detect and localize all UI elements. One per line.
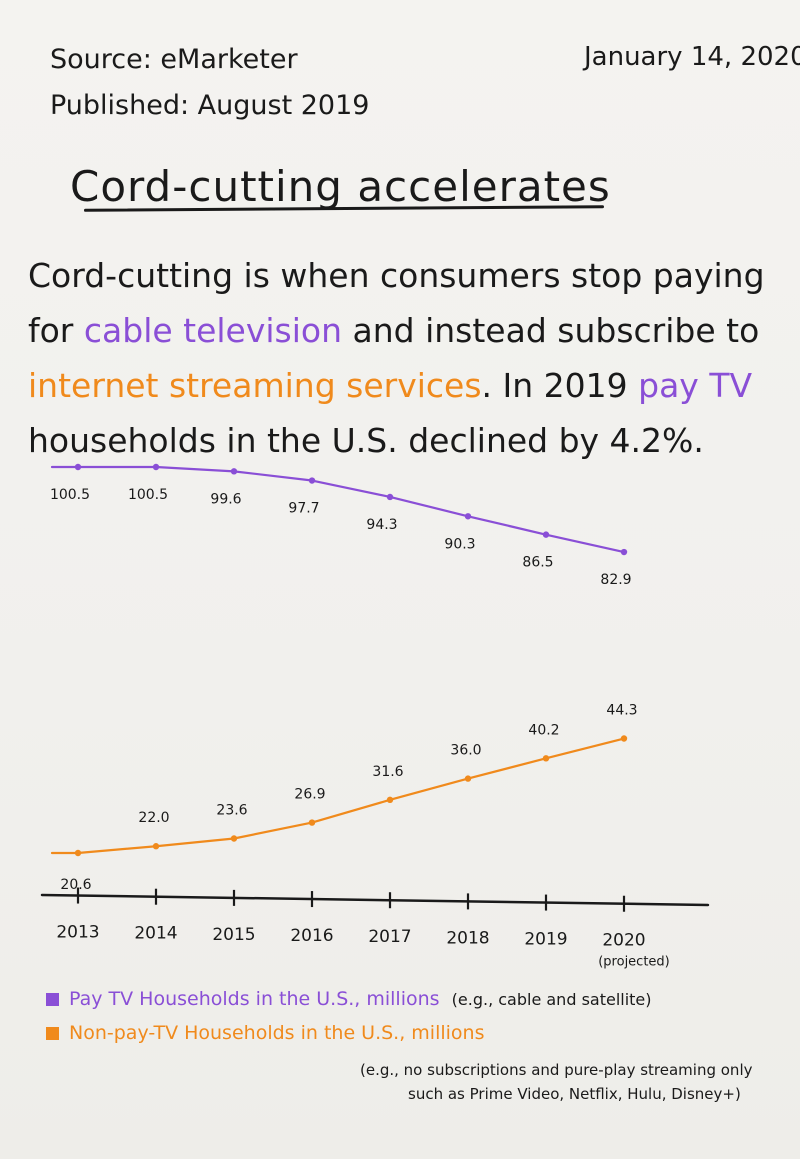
- legend-label-non-pay-tv: Non-pay-TV Households in the U.S., milli…: [69, 1022, 485, 1044]
- streaming-services-highlight: internet streaming services: [28, 366, 482, 405]
- data-label-pay-tv-2016: 97.7: [288, 501, 319, 517]
- series-layer: 100.5 100.5 99.6 97.7 94.3 90.3 86.5 82.9 20.6 22…: [50, 463, 638, 893]
- data-point-pay-tv-2016: [308, 477, 316, 484]
- x-axis: 2013 2014 2015 2016 2017 2018 2019 2020 (project…: [40, 887, 710, 970]
- footnote-line-2: such as Prime Video, Netflix, Hulu, Disn…: [408, 1085, 741, 1103]
- line-chart: 100.5 100.5 99.6 97.7 94.3 90.3 86.5 82.9 20.6 22…: [40, 463, 710, 970]
- data-point-pay-tv-2017: [386, 493, 394, 501]
- legend-swatch-non-pay-tv: [46, 1027, 59, 1040]
- data-label-non-pay-tv-2015: 23.6: [216, 803, 247, 819]
- intro-line-2: for cable television and instead subscri…: [28, 303, 788, 358]
- x-axis-line: [40, 893, 710, 907]
- data-point-pay-tv-2018: [464, 513, 472, 520]
- data-label-non-pay-tv-2019: 40.2: [528, 722, 559, 738]
- data-label-non-pay-tv-2014: 22.0: [138, 810, 169, 826]
- footnote: (e.g., no subscriptions and pure-play st…: [360, 1058, 752, 1106]
- data-label-non-pay-tv-2013: 20.6: [60, 877, 91, 893]
- intro-line-3-mid: . In 2019: [481, 366, 639, 405]
- data-point-non-pay-tv-2016: [308, 819, 316, 826]
- x-tick-label-2013: 2013: [56, 923, 99, 943]
- data-point-non-pay-tv-2018: [464, 775, 472, 782]
- legend-entry-pay-tv: Pay TV Households in the U.S., millions …: [46, 988, 652, 1010]
- data-label-non-pay-tv-2017: 31.6: [372, 764, 403, 780]
- data-point-pay-tv-2014: [152, 463, 160, 471]
- page-title: Cord-cutting accelerates: [70, 162, 611, 211]
- data-label-pay-tv-2020: 82.9: [600, 572, 631, 588]
- series-line-pay-tv: [50, 465, 626, 554]
- data-label-pay-tv-2015: 99.6: [210, 491, 241, 507]
- legend-swatch-pay-tv: [46, 993, 59, 1006]
- intro-line-3: internet streaming services. In 2019 pay…: [28, 358, 788, 413]
- data-point-pay-tv-2013: [74, 463, 82, 471]
- x-tick-label-2020: 2020: [602, 931, 645, 951]
- series-line-non-pay-tv: [50, 737, 626, 855]
- source-text: Source: eMarketer: [50, 44, 298, 75]
- legend-entry-non-pay-tv: Non-pay-TV Households in the U.S., milli…: [46, 1022, 485, 1044]
- data-point-non-pay-tv-2020: [620, 735, 628, 742]
- intro-paragraph: Cord-cutting is when consumers stop payi…: [28, 248, 788, 468]
- footnote-line-1: (e.g., no subscriptions and pure-play st…: [360, 1061, 753, 1079]
- x-tick-label-2015: 2015: [212, 925, 255, 945]
- intro-line-2-start: for: [28, 311, 84, 350]
- data-label-non-pay-tv-2016: 26.9: [294, 787, 325, 803]
- intro-line-1-text: Cord-cutting is when consumers stop payi…: [28, 256, 765, 295]
- x-tick-label-2019: 2019: [524, 930, 567, 950]
- data-label-non-pay-tv-2020: 44.3: [606, 703, 637, 719]
- data-point-non-pay-tv-2014: [152, 843, 160, 850]
- x-tick-label-2014: 2014: [134, 924, 177, 944]
- intro-line-4-text: households in the U.S. declined by 4.2%.: [28, 421, 704, 460]
- data-point-non-pay-tv-2017: [386, 796, 394, 804]
- cable-television-highlight: cable television: [83, 311, 343, 350]
- data-label-pay-tv-2018: 90.3: [444, 536, 475, 552]
- pay-tv-highlight: pay TV: [638, 366, 753, 405]
- data-point-non-pay-tv-2015: [230, 835, 238, 842]
- data-point-non-pay-tv-2013: [74, 849, 82, 857]
- x-tick-label-2018: 2018: [446, 928, 489, 948]
- intro-line-1: Cord-cutting is when consumers stop payi…: [28, 248, 788, 303]
- intro-line-2-end: and instead subscribe to: [342, 311, 760, 350]
- legend-note-pay-tv: (e.g., cable and satellite): [451, 990, 652, 1009]
- data-label-pay-tv-2013: 100.5: [50, 487, 90, 503]
- x-tick-note-2020: (projected): [598, 955, 670, 970]
- data-label-pay-tv-2017: 94.3: [366, 517, 397, 533]
- date-text: January 14, 2020: [584, 42, 800, 72]
- data-point-pay-tv-2020: [620, 548, 628, 556]
- x-tick-label-2016: 2016: [290, 926, 333, 946]
- data-point-non-pay-tv-2019: [542, 755, 550, 762]
- data-label-non-pay-tv-2018: 36.0: [450, 743, 481, 759]
- data-point-pay-tv-2015: [230, 468, 238, 475]
- data-point-pay-tv-2019: [542, 531, 550, 538]
- x-tick-label-2017: 2017: [368, 927, 411, 947]
- legend-label-pay-tv: Pay TV Households in the U.S., millions: [69, 988, 440, 1010]
- data-label-pay-tv-2019: 86.5: [522, 555, 553, 571]
- intro-line-4: households in the U.S. declined by 4.2%.: [28, 413, 788, 468]
- published-text: Published: August 2019: [50, 90, 370, 121]
- data-label-pay-tv-2014: 100.5: [128, 487, 168, 503]
